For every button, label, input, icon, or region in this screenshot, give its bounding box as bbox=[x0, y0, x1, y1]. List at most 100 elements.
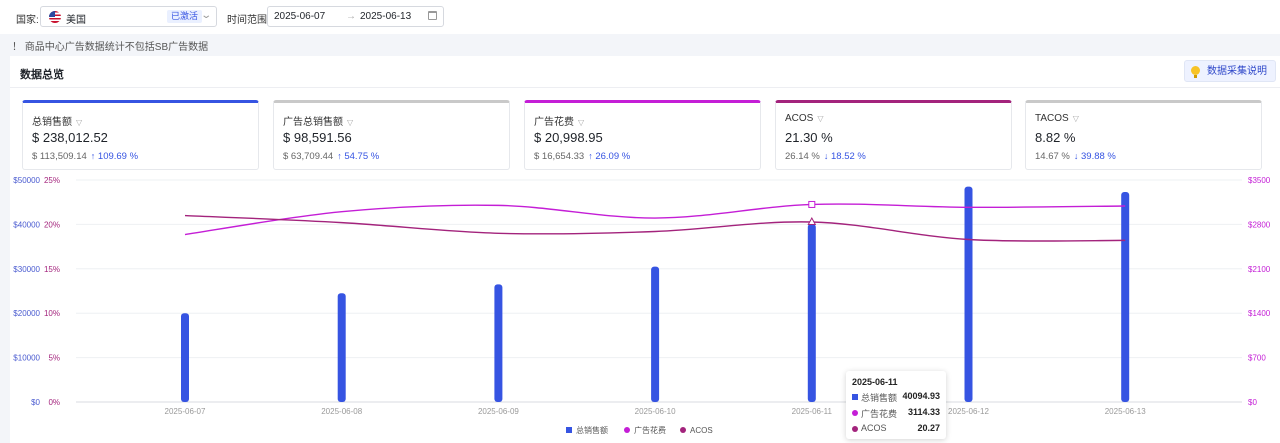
metric-card[interactable]: ACOS ▽ 21.30 % 26.14 % ↓ 18.52 % bbox=[775, 100, 1012, 170]
metric-card[interactable]: 总销售额 ▽ $ 238,012.52 $ 113,509.14 ↑ 109.69 % bbox=[22, 100, 259, 170]
chevron-down-icon: ▽ bbox=[817, 114, 824, 123]
chevron-down-icon: ▽ bbox=[578, 118, 585, 127]
metric-value: 8.82 % bbox=[1035, 130, 1076, 145]
metric-previous: 26.14 % ↓ 18.52 % bbox=[785, 151, 866, 162]
chevron-down-icon: ▽ bbox=[347, 118, 354, 127]
metric-value: $ 238,012.52 bbox=[32, 130, 108, 145]
legend-dot-icon bbox=[680, 427, 686, 433]
metric-name[interactable]: 广告花费 ▽ bbox=[534, 113, 584, 128]
notice-text: ！ 商品中心广告数据统计不包括SB广告数据 bbox=[12, 42, 209, 53]
metric-name-text: TACOS bbox=[1035, 113, 1069, 124]
metric-value: $ 98,591.56 bbox=[283, 130, 352, 145]
metric-name-text: 广告花费 bbox=[534, 117, 574, 128]
tooltip-name: 总销售额 bbox=[861, 393, 898, 403]
metric-change: 26.09 % bbox=[595, 151, 631, 162]
metric-name-text: 广告总销售额 bbox=[283, 117, 343, 128]
tooltip-value: 40094.93 bbox=[902, 391, 940, 401]
metric-prev-value: 26.14 % bbox=[785, 151, 820, 162]
chart-tooltip: 2025-06-11 总销售额 40094.93 广告花费 3114.33 AC… bbox=[846, 371, 946, 439]
chevron-down-icon: ▽ bbox=[76, 118, 83, 127]
metric-value: $ 20,998.95 bbox=[534, 130, 603, 145]
x-tick-label: 2025-06-13 bbox=[1105, 407, 1146, 416]
metric-name-text: ACOS bbox=[785, 113, 814, 124]
legend-label: 总销售额 bbox=[576, 425, 608, 435]
legend-square-icon bbox=[566, 427, 572, 433]
y-tick-percent: 15% bbox=[44, 265, 60, 274]
range-label: 时间范围: bbox=[227, 15, 270, 26]
tooltip-value: 20.27 bbox=[917, 423, 940, 433]
metric-name[interactable]: ACOS ▽ bbox=[785, 113, 824, 124]
date-start[interactable]: 2025-06-07 bbox=[274, 11, 326, 22]
date-separator-icon: → bbox=[346, 11, 356, 22]
x-tick-label: 2025-06-10 bbox=[635, 407, 676, 416]
metric-change: 18.52 % bbox=[831, 151, 866, 162]
metric-prev-value: $ 16,654.33 bbox=[534, 151, 585, 162]
bar bbox=[651, 266, 660, 402]
y-tick-sales: $20000 bbox=[13, 309, 40, 318]
x-tick-label: 2025-06-09 bbox=[478, 407, 519, 416]
y-tick-right: $700 bbox=[1248, 354, 1266, 363]
metric-card[interactable]: 广告总销售额 ▽ $ 98,591.56 $ 63,709.44 ↑ 54.75 % bbox=[273, 100, 510, 170]
chevron-down-icon: ▽ bbox=[1072, 114, 1079, 123]
y-tick-sales: $0 bbox=[31, 398, 40, 407]
legend-label: ACOS bbox=[690, 426, 713, 435]
metric-previous: 14.67 % ↓ 39.88 % bbox=[1035, 151, 1116, 162]
metric-change: 109.69 % bbox=[97, 151, 139, 162]
legend-dot-icon bbox=[852, 426, 858, 432]
hover-marker-spend bbox=[808, 200, 816, 208]
hover-marker-acos bbox=[807, 216, 817, 226]
legend-dot-icon bbox=[852, 410, 858, 416]
trend-arrow-icon: ↑ bbox=[588, 151, 593, 161]
metric-previous: $ 16,654.33 ↑ 26.09 % bbox=[534, 151, 630, 162]
y-tick-percent: 5% bbox=[48, 354, 60, 363]
y-tick-sales: $30000 bbox=[13, 265, 40, 274]
bar bbox=[964, 186, 973, 402]
y-tick-sales: $40000 bbox=[13, 220, 40, 229]
y-tick-sales: $50000 bbox=[13, 176, 40, 185]
bar bbox=[181, 313, 189, 402]
series-line-acos bbox=[184, 214, 1126, 242]
calendar-icon bbox=[428, 11, 437, 20]
metric-change: 39.88 % bbox=[1081, 151, 1116, 162]
y-tick-percent: 0% bbox=[48, 398, 60, 407]
tooltip-value: 3114.33 bbox=[907, 407, 940, 417]
tooltip-name: 广告花费 bbox=[861, 409, 898, 419]
metric-name[interactable]: 总销售额 ▽ bbox=[32, 113, 82, 128]
x-tick-label: 2025-06-07 bbox=[165, 407, 206, 416]
metric-name[interactable]: 广告总销售额 ▽ bbox=[283, 113, 353, 128]
y-tick-sales: $10000 bbox=[13, 354, 40, 363]
series-line-spend bbox=[184, 203, 1126, 236]
panel-title: 数据总览 bbox=[20, 69, 64, 81]
date-end[interactable]: 2025-06-13 bbox=[360, 11, 412, 22]
tooltip-name: ACOS bbox=[861, 423, 887, 433]
date-range-picker[interactable]: 2025-06-07 → 2025-06-13 bbox=[267, 6, 444, 27]
status-badge: 已激活 bbox=[167, 10, 203, 23]
x-tick-label: 2025-06-12 bbox=[948, 407, 989, 416]
tooltip-row: 广告花费 3114.33 bbox=[852, 407, 940, 419]
trend-arrow-icon: ↑ bbox=[337, 151, 342, 161]
country-value: 美国 bbox=[66, 15, 86, 26]
metric-previous: $ 63,709.44 ↑ 54.75 % bbox=[283, 151, 379, 162]
metric-name[interactable]: TACOS ▽ bbox=[1035, 113, 1079, 124]
trend-arrow-icon: ↑ bbox=[90, 151, 96, 161]
tooltip-row: 总销售额 40094.93 bbox=[852, 391, 940, 403]
bar bbox=[807, 223, 816, 402]
bar bbox=[1121, 191, 1130, 402]
country-select[interactable]: 美国 已激活 ⌄ bbox=[40, 6, 217, 27]
y-tick-percent: 20% bbox=[44, 220, 60, 229]
overview-panel: 数据总览 数据采集说明 总销售额 ▽ $ 238,012.52 $ 113,509.1… bbox=[10, 56, 1280, 443]
legend-square-icon bbox=[852, 394, 858, 400]
lightbulb-icon bbox=[1191, 66, 1200, 78]
help-button[interactable]: 数据采集说明 bbox=[1184, 60, 1276, 82]
metric-card[interactable]: 广告花费 ▽ $ 20,998.95 $ 16,654.33 ↑ 26.09 % bbox=[524, 100, 761, 170]
x-tick-label: 2025-06-08 bbox=[321, 407, 362, 416]
y-tick-right: $3500 bbox=[1248, 176, 1271, 185]
us-flag-icon bbox=[49, 11, 61, 23]
help-label: 数据采集说明 bbox=[1207, 66, 1267, 77]
metric-name-text: 总销售额 bbox=[32, 117, 72, 128]
y-tick-right: $2800 bbox=[1248, 220, 1271, 229]
country-label: 国家: bbox=[16, 15, 39, 26]
x-tick-label: 2025-06-11 bbox=[792, 407, 833, 416]
metric-card[interactable]: TACOS ▽ 8.82 % 14.67 % ↓ 39.88 % bbox=[1025, 100, 1262, 170]
filter-bar: 国家: 美国 已激活 ⌄ 时间范围: 2025-06-07 → 2025-06-… bbox=[0, 0, 1280, 34]
